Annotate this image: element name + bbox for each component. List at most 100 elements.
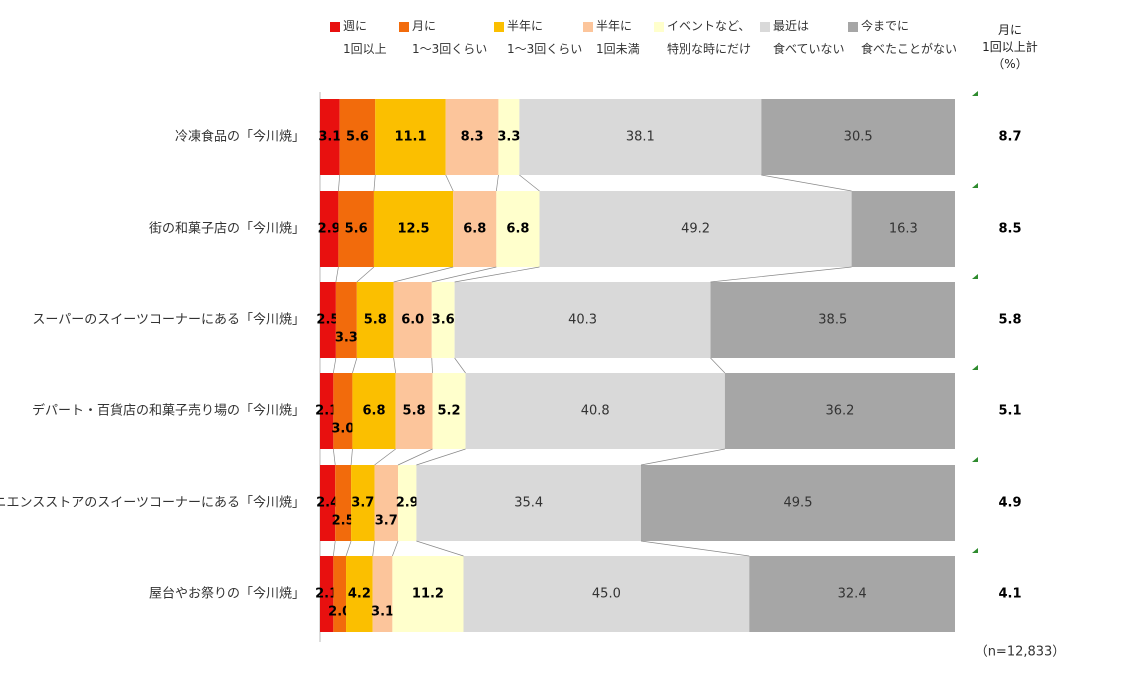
value-label: 2.1	[315, 404, 338, 419]
connector-line	[710, 266, 852, 283]
marker-triangle	[972, 183, 978, 188]
legend-label: 週に 1回以上	[343, 19, 387, 56]
value-label: 5.8	[403, 404, 426, 419]
bar-segment	[432, 373, 466, 449]
connector-line	[333, 448, 336, 466]
connector-line	[445, 174, 454, 192]
bar-segment	[416, 465, 641, 541]
legend-swatch	[583, 22, 593, 32]
bar-segment	[335, 282, 357, 358]
connector-line	[338, 174, 341, 192]
marker-triangle	[972, 274, 978, 279]
category-label: 街の和菓子店の「今川焼」	[149, 221, 305, 237]
category-label: スーパーのスイーツコーナーにある「今川焼」	[32, 312, 305, 328]
value-label: 5.6	[346, 130, 369, 145]
total-value: 8.7	[998, 130, 1021, 145]
value-label: 49.5	[784, 496, 813, 511]
bar-segment	[454, 282, 711, 358]
legend-swatch	[760, 22, 770, 32]
value-label: 3.3	[335, 331, 358, 346]
value-label: 16.3	[889, 222, 918, 237]
connector-line	[374, 448, 396, 466]
bar-segment	[392, 556, 464, 632]
value-label: 49.2	[681, 222, 710, 237]
legend-swatch	[848, 22, 858, 32]
value-label: 6.8	[363, 404, 386, 419]
legend-swatch	[494, 22, 504, 32]
value-label: 38.5	[818, 313, 847, 328]
bar-segment	[320, 465, 336, 541]
connector-line	[393, 357, 396, 374]
bar-segment	[395, 373, 433, 449]
connector-line	[416, 448, 466, 466]
bar-segment	[519, 99, 762, 175]
bar-segment	[445, 99, 499, 175]
bar-segment	[356, 282, 394, 358]
bar-segment	[761, 99, 955, 175]
value-label: 3.6	[432, 313, 455, 328]
legend-label: 最近は 食べていない	[773, 19, 845, 56]
totals-header: 月に 1回以上計 （%）	[982, 23, 1038, 71]
legend-swatch	[654, 22, 664, 32]
bar-segment	[333, 373, 353, 449]
value-label: 2.9	[396, 496, 419, 511]
bar-segment	[339, 99, 376, 175]
value-label: 11.1	[394, 130, 426, 145]
connector-line	[332, 540, 336, 557]
bar-segment	[320, 556, 334, 632]
bar-segment	[398, 465, 417, 541]
category-label: コンビニエンスストアのスイーツコーナーにある「今川焼」	[0, 495, 305, 511]
note: （n=12,833）	[975, 645, 1066, 660]
legend-label: 半年に 1回未満	[596, 19, 640, 56]
value-label: 3.7	[375, 514, 398, 529]
total-value: 4.1	[998, 587, 1021, 602]
value-label: 40.8	[581, 404, 610, 419]
bar-segment	[320, 282, 336, 358]
legend-swatch	[330, 22, 340, 32]
value-label: 3.0	[331, 422, 354, 437]
total-value: 5.8	[998, 313, 1021, 328]
value-label: 6.8	[506, 222, 529, 237]
marker-triangle	[972, 91, 978, 96]
bar-segment	[749, 556, 955, 632]
connector-line	[393, 266, 454, 283]
connector-line	[372, 540, 375, 557]
bar-segment	[372, 556, 393, 632]
connector-line	[710, 357, 726, 374]
value-label: 3.1	[318, 130, 341, 145]
legend-label: 今までに 食べたことがない	[861, 19, 958, 56]
bar-segment	[393, 282, 432, 358]
connector-line	[392, 540, 399, 557]
bar-segment	[333, 556, 347, 632]
value-label: 5.2	[438, 404, 461, 419]
category-label: 屋台やお祭りの「今川焼」	[149, 586, 305, 602]
value-label: 30.5	[844, 130, 873, 145]
connector-line	[352, 357, 358, 374]
value-label: 4.2	[348, 587, 371, 602]
value-label: 2.0	[328, 605, 351, 620]
connector-line	[519, 174, 540, 192]
connector-line	[335, 266, 339, 283]
bar-segment	[374, 465, 399, 541]
connector-line	[640, 448, 725, 466]
bar-segment	[710, 282, 955, 358]
legend-label: 月に 1～3回くらい	[412, 19, 488, 56]
value-label: 5.6	[345, 222, 368, 237]
value-label: 3.1	[371, 605, 394, 620]
value-label: 2.5	[332, 514, 355, 529]
bar-segment	[851, 191, 955, 267]
bar-segment	[498, 99, 520, 175]
bar-segment	[351, 465, 375, 541]
bar-segment	[338, 191, 374, 267]
bar-segment	[375, 99, 446, 175]
value-label: 36.2	[825, 404, 854, 419]
category-label: 冷凍食品の「今川焼」	[175, 129, 305, 145]
bar-segment	[724, 373, 955, 449]
bar-segment	[320, 373, 334, 449]
connector-line	[454, 266, 540, 283]
bar-segment	[373, 191, 454, 267]
connector-line	[356, 266, 375, 283]
marker-triangle	[972, 457, 978, 462]
value-label: 6.8	[463, 222, 486, 237]
